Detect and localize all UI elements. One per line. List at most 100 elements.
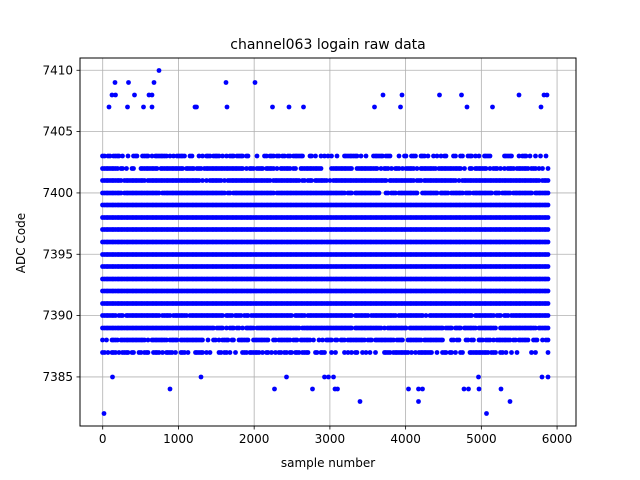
data-point [252,80,258,85]
data-point [523,153,529,159]
data-point [115,337,120,343]
data-point [120,313,125,318]
data-point [349,350,354,355]
data-point [265,337,271,343]
data-point [125,104,130,110]
data-point [349,325,354,331]
data-point [496,190,502,196]
data-point [476,374,481,380]
data-point [131,350,136,355]
data-point [460,190,465,196]
data-point [500,350,505,355]
data-point [156,190,162,196]
data-point [151,80,157,85]
data-point [270,104,275,110]
data-point [198,374,204,380]
data-point [120,153,125,159]
data-point [309,153,314,159]
data-point [101,411,107,416]
data-point [354,350,360,355]
x-tick-label: 0 [99,432,107,446]
data-point [469,313,474,318]
data-point [138,350,144,355]
data-point [141,104,146,110]
data-point [545,239,551,245]
data-point [505,313,511,318]
data-point [434,190,440,196]
data-point [516,153,522,159]
chart-title: channel063 logain raw data [230,37,425,53]
data-point [349,166,354,171]
data-point [300,153,305,159]
data-point [222,178,227,183]
data-point [403,325,409,331]
data-point [489,190,494,196]
data-point [487,166,493,171]
data-point [167,313,173,318]
data-point [480,337,485,343]
data-point [302,313,307,318]
data-point [107,153,113,159]
data-point [154,166,160,171]
data-point [420,386,425,392]
data-point [434,153,440,159]
data-point [224,325,229,331]
data-point [434,350,440,355]
data-point [236,325,242,331]
data-point [423,313,429,318]
data-point [102,153,107,159]
data-point [269,350,274,355]
data-point [327,178,333,183]
data-point [458,325,463,331]
data-point [216,337,222,343]
data-point [498,313,503,318]
data-point [205,337,211,343]
data-point [329,153,334,159]
data-point [118,190,124,196]
data-point [220,313,225,318]
data-point [545,288,551,294]
data-point [545,337,551,343]
data-point [227,190,233,196]
data-point [431,153,436,159]
data-point [102,350,107,355]
data-point [313,153,318,159]
data-point [284,350,289,355]
data-point [527,153,533,159]
data-point [413,350,418,355]
data-point [342,190,347,196]
data-point [458,166,463,171]
data-point [145,350,151,355]
data-point [373,350,378,355]
data-point [449,325,454,331]
data-point [125,350,131,355]
data-point [545,190,551,196]
x-axis-ticks: 0 1000 2000 3000 4000 5000 6000 [99,426,572,446]
data-point [460,350,465,355]
data-point [132,92,137,98]
data-point [169,350,175,355]
data-point [498,386,504,392]
data-point [507,190,513,196]
data-point [231,153,236,159]
data-point [485,350,491,355]
data-point [342,350,347,355]
y-tick-label: 7410 [42,63,73,77]
data-point [200,178,205,183]
data-point [301,104,306,110]
data-point [251,166,256,171]
data-point [224,153,229,159]
data-point [149,92,155,98]
y-tick-label: 7395 [42,247,73,261]
x-axis-label: sample number [281,456,375,470]
data-point [318,153,324,159]
data-point [380,92,386,98]
data-point [287,166,293,171]
data-point [460,153,465,159]
data-point [231,325,236,331]
data-point [342,337,347,343]
data-point [184,313,189,318]
data-point [459,92,464,98]
data-point [543,153,549,159]
data-point [345,350,351,355]
